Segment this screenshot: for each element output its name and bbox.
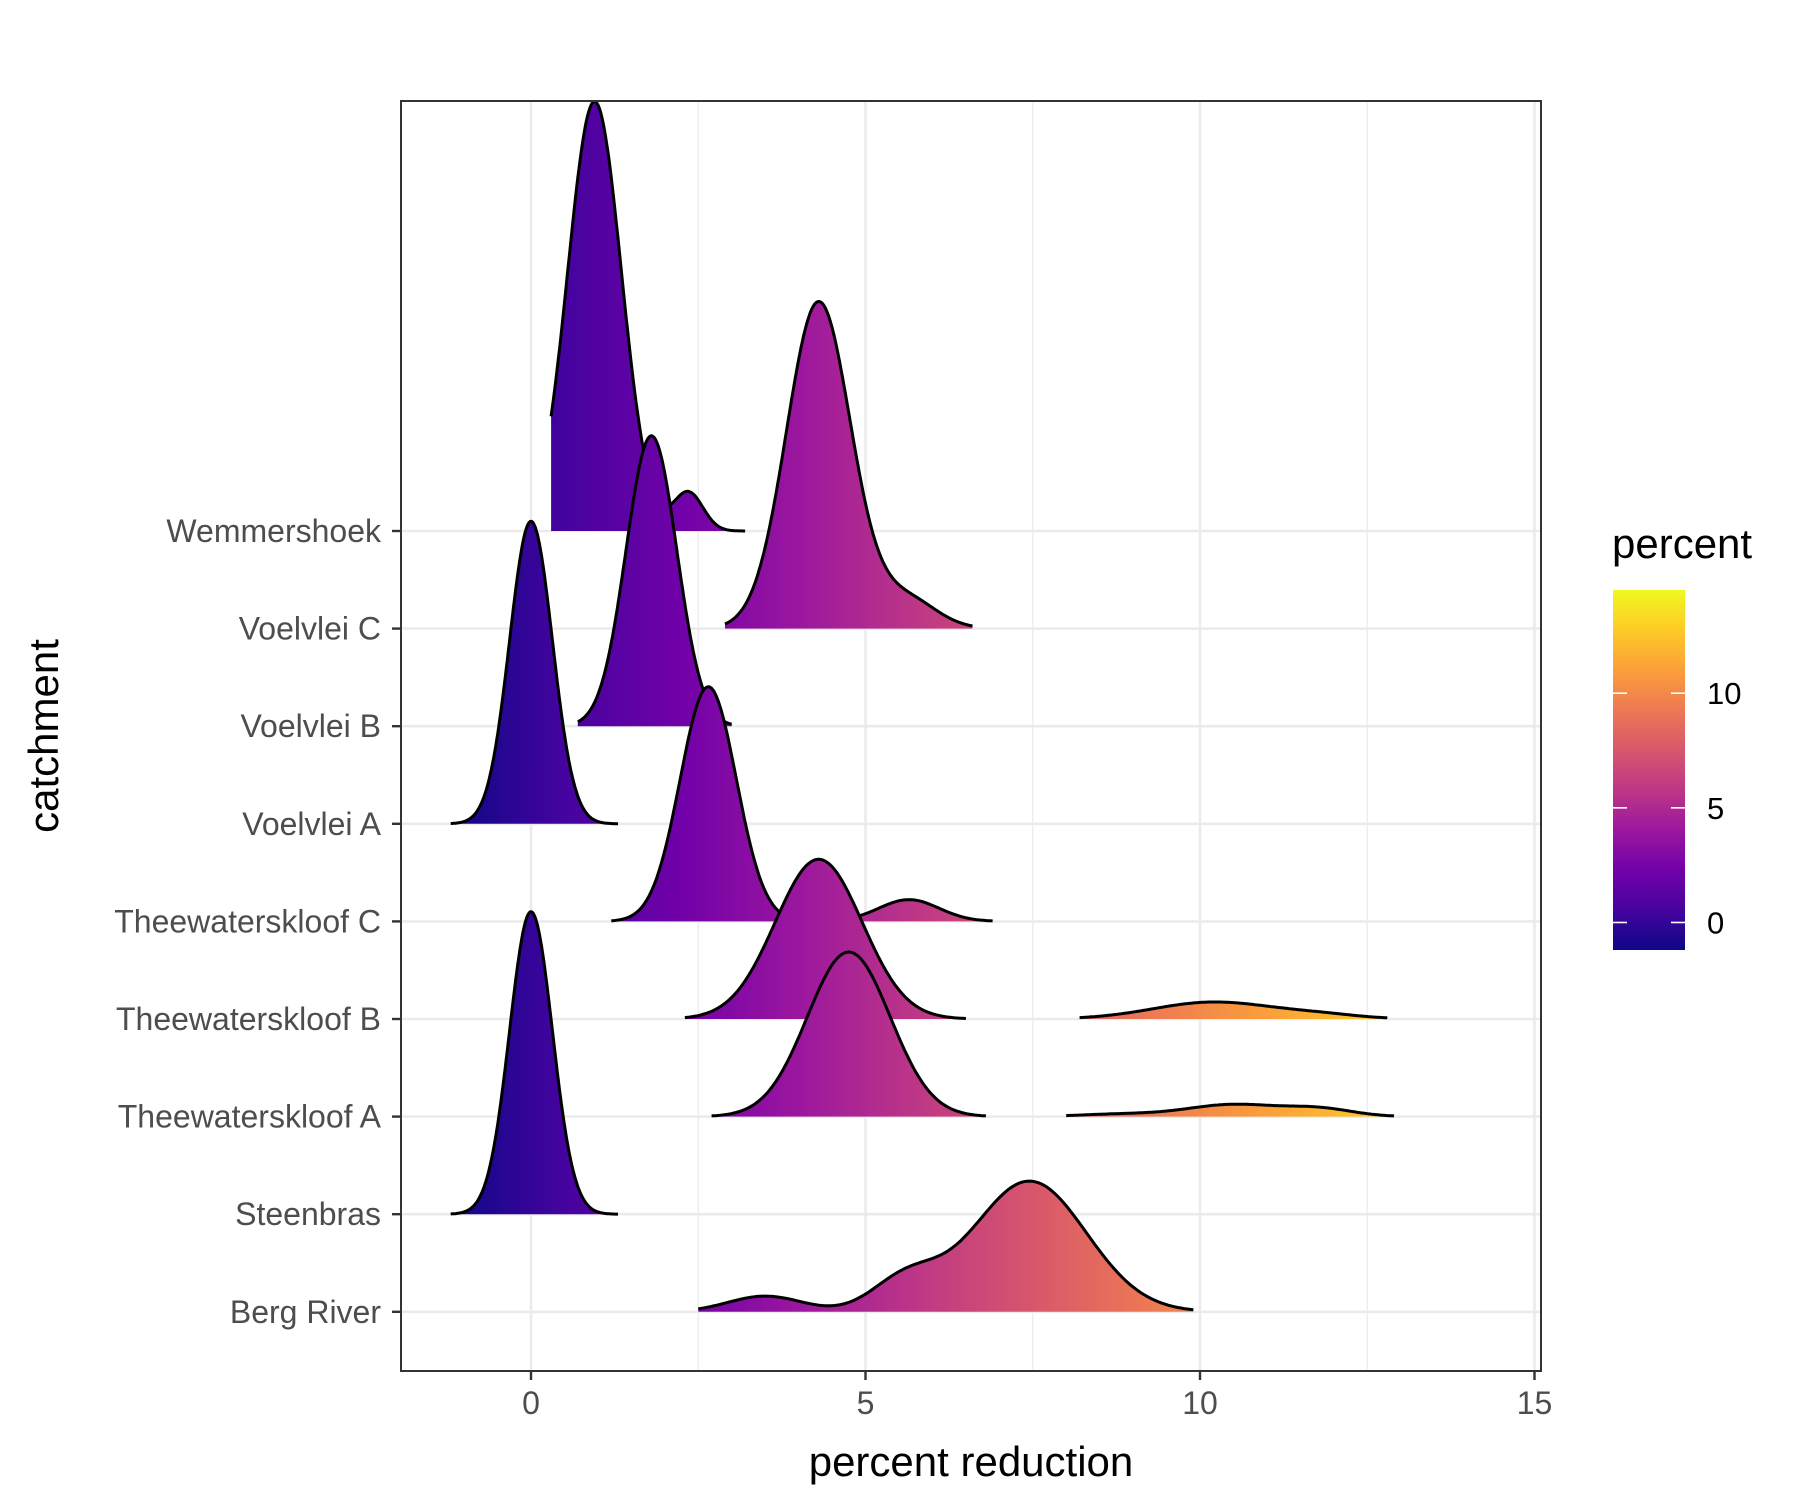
ridge-fill [611, 686, 993, 922]
ridge-fill [1079, 1002, 1388, 1019]
ridge-fill [725, 301, 973, 629]
y-tick-label-voelvlei-b: Voelvlei B [240, 708, 381, 744]
ridge-outline [698, 1179, 1194, 1312]
ridge-fill [551, 101, 746, 531]
ridge-fill [698, 1181, 1194, 1312]
ridge-voelvlei-c [724, 300, 973, 629]
ridge-outline [450, 910, 619, 1216]
ridge-theewaterskloof-b-upper [1079, 1000, 1388, 1020]
ridge-outline [1066, 1102, 1395, 1118]
ridge-outline [450, 519, 619, 826]
ridge-voelvlei-a [450, 519, 619, 826]
y-tick-label-steenbras: Steenbras [235, 1196, 381, 1232]
ridge-outline [711, 950, 986, 1118]
ridge-outline [724, 300, 973, 628]
ridge-theewaterskloof-a-upper [1066, 1102, 1395, 1118]
legend-tick-label: 0 [1707, 905, 1724, 940]
x-tick-label: 5 [857, 1385, 875, 1421]
y-tick-label-theewaterskloof-a: Theewaterskloof A [118, 1099, 382, 1135]
y-tick-label-voelvlei-c: Voelvlei C [239, 611, 381, 647]
legend-title: percent [1612, 520, 1752, 567]
y-axis-title: catchment [20, 639, 67, 833]
x-tick-label: 10 [1182, 1385, 1218, 1421]
y-axis: Berg River Steenbras Theewaterskloof A Thee… [114, 513, 401, 1330]
y-tick-label-theewaterskloof-c: Theewaterskloof C [114, 903, 381, 939]
x-axis-title: percent reduction [809, 1438, 1134, 1485]
x-tick-label: 15 [1517, 1385, 1553, 1421]
ridge-theewaterskloof-a [711, 950, 986, 1118]
ridge-outline [684, 857, 966, 1020]
ridge-fill [450, 911, 618, 1215]
x-tick-label: 0 [522, 1385, 540, 1421]
ridge-fill [684, 859, 966, 1019]
legend-ticks: 0 5 10 [1613, 676, 1741, 940]
ridge-berg-river [698, 1179, 1194, 1312]
y-tick-label-voelvlei-a: Voelvlei A [242, 806, 381, 842]
legend-colorbar [1613, 590, 1685, 950]
legend-tick-label: 5 [1707, 791, 1724, 826]
y-tick-label-wemmershoek: Wemmershoek [166, 513, 382, 549]
y-tick-label-berg-river: Berg River [230, 1294, 382, 1330]
panel-border [400, 100, 1542, 1372]
legend-tick-label: 10 [1707, 676, 1741, 711]
x-axis: 0 5 10 15 [522, 1371, 1552, 1421]
ridge-steenbras [450, 910, 619, 1216]
ridge-outline [1079, 1000, 1388, 1020]
ridge-theewaterskloof-b [684, 857, 966, 1020]
legend: percent 0 5 10 [1612, 520, 1752, 950]
y-tick-label-theewaterskloof-b: Theewaterskloof B [116, 1001, 381, 1037]
ridges [450, 101, 1395, 1312]
ridge-fill [450, 521, 618, 824]
